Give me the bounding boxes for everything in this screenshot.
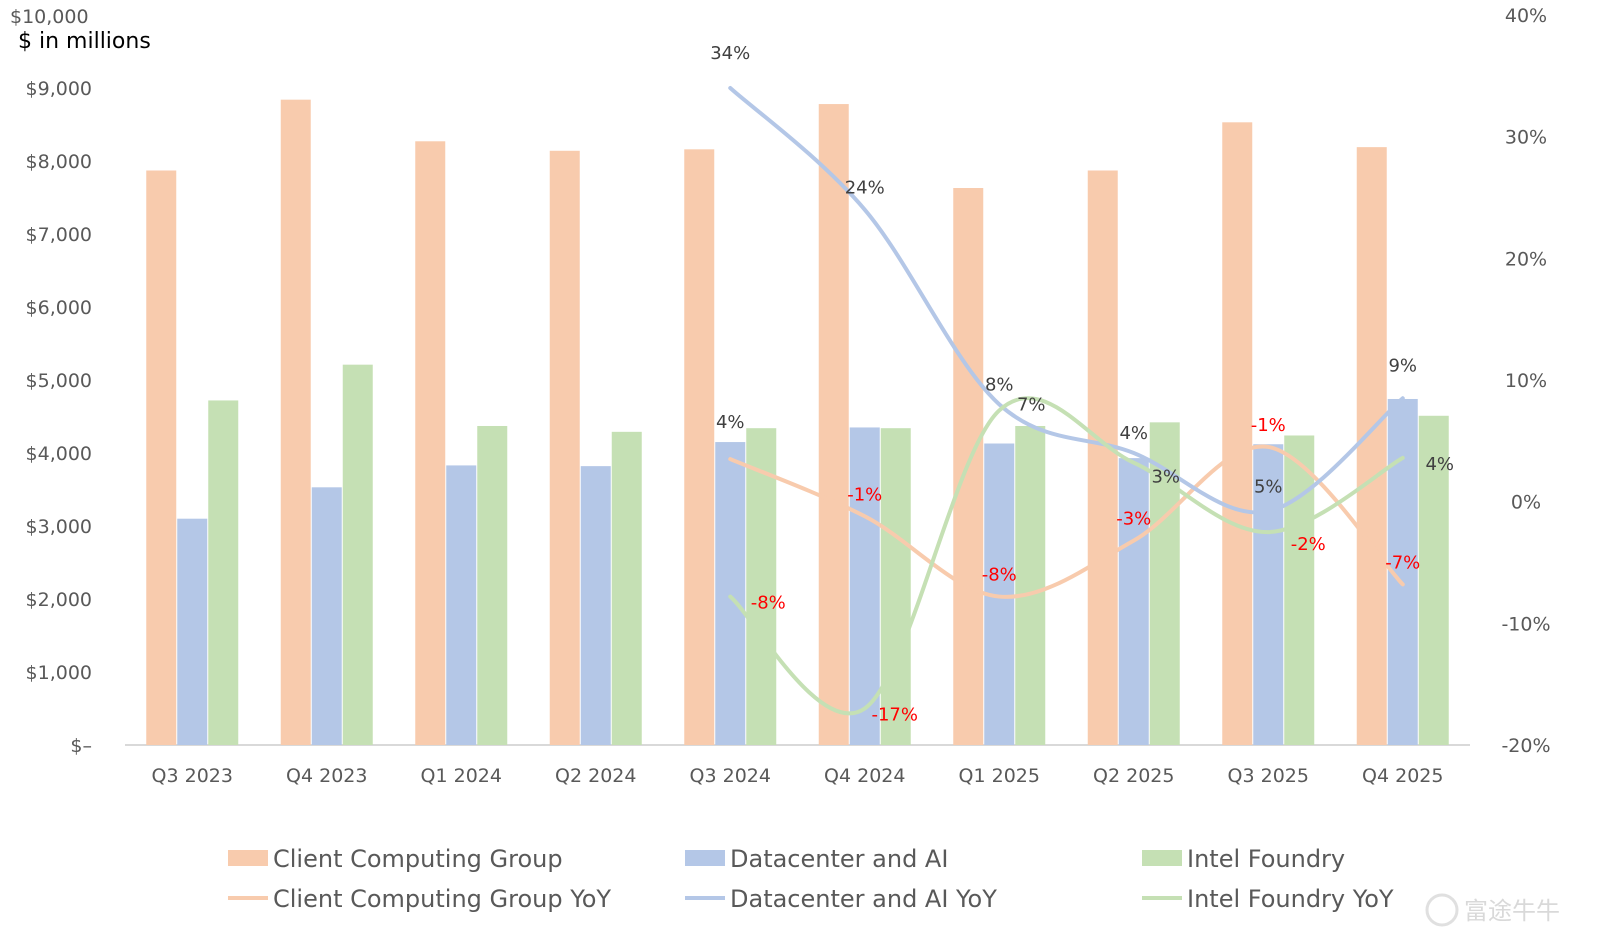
bar [880,428,911,745]
x-tick-label: Q2 2025 [1093,765,1174,787]
data-label: 3% [1151,467,1180,488]
legend-label: Intel Foundry [1187,845,1345,873]
y2-tick-label: -20% [1501,735,1550,757]
x-tick-label: Q4 2025 [1362,765,1443,787]
legend-label: Client Computing Group YoY [273,885,611,913]
series-line [728,86,1405,515]
bar [208,400,239,745]
legend-label: Client Computing Group [273,845,563,873]
y2-tick-label: -10% [1501,613,1550,635]
y-tick-label: $– [70,735,92,757]
legend-label: Datacenter and AI YoY [730,885,997,913]
bar [477,425,508,745]
y2-tick-label: 30% [1505,127,1547,149]
bar [1284,435,1315,745]
legend-label: Datacenter and AI [730,845,948,873]
x-tick-label: Q4 2024 [824,765,905,787]
legend-swatch [1142,850,1182,866]
y-tick-label: $2,000 [26,589,92,611]
series-line [728,444,1405,599]
data-label: -2% [1291,534,1326,555]
bars [146,99,1449,746]
x-tick-label: Q2 2024 [555,765,636,787]
data-label: -3% [1116,509,1151,530]
x-tick-label: Q1 2024 [421,765,502,787]
series-line [728,396,1405,716]
axes: $– $1,000 $2,000 $3,000 $4,000 $5,000 $6,000 $7… [10,5,1551,787]
legend-label: Intel Foundry YoY [1187,885,1394,913]
data-label: -1% [1251,415,1286,436]
bar [549,150,580,745]
bar [746,428,777,745]
y-tick-label: $8,000 [26,151,92,173]
bar [415,141,446,746]
bar [715,442,746,745]
y-tick-label: $4,000 [26,443,92,465]
data-label: 4% [716,412,745,433]
y-tick-label: $9,000 [26,78,92,100]
data-label: 5% [1254,476,1283,497]
data-label: 7% [1017,394,1046,415]
y-tick-label: $6,000 [26,297,92,319]
y2-tick-label: 10% [1505,370,1547,392]
legend: Client Computing Group Datacenter and AI I… [228,845,1394,913]
bar [849,427,880,745]
data-labels: -1% -8% -3% -1% -7% 34% 24% 8% 4% 5% 9% -8% -17% 7% 3%… [710,43,1454,726]
x-tick-label: Q3 2023 [152,765,233,787]
bar [342,364,373,745]
y-tick-label: $7,000 [26,224,92,246]
x-tick-label: Q4 2023 [286,765,367,787]
data-label: 34% [710,43,750,64]
bar [611,431,642,745]
bar [1087,170,1118,746]
bar [146,170,177,746]
bar [1222,122,1253,745]
data-label: 24% [845,178,885,199]
y-tick-label: $10,000 [10,6,89,28]
data-label: 4% [1119,423,1148,444]
bar [1418,415,1449,745]
y2-tick-label: 40% [1505,5,1547,27]
y-tick-label: $3,000 [26,516,92,538]
y2-tick-label: 0% [1511,492,1541,514]
data-label: 9% [1388,355,1417,376]
bar [280,99,311,746]
y-tick-label: $5,000 [26,370,92,392]
bar [177,518,208,745]
data-label: 8% [985,374,1014,395]
data-label: -8% [751,593,786,614]
bar [684,149,715,745]
legend-swatch [228,850,268,866]
x-tick-label: Q3 2024 [690,765,771,787]
data-label: -17% [871,705,918,726]
lines [728,86,1405,716]
bar [580,466,611,745]
data-label: -8% [982,565,1017,586]
legend-swatch [685,850,725,866]
bar [446,465,477,745]
y2-tick-label: 20% [1505,248,1547,270]
bar [311,487,342,745]
data-label: -7% [1385,552,1420,573]
bar [818,104,849,745]
data-label: 4% [1425,454,1454,475]
data-label: -1% [847,484,882,505]
x-tick-label: Q3 2025 [1228,765,1309,787]
bar [1118,458,1149,745]
y-tick-label: $1,000 [26,662,92,684]
bar [1015,425,1046,745]
unit-label: $ in millions [18,29,151,54]
bar [1253,444,1284,745]
bar [1356,147,1387,745]
x-tick-label: Q1 2025 [959,765,1040,787]
